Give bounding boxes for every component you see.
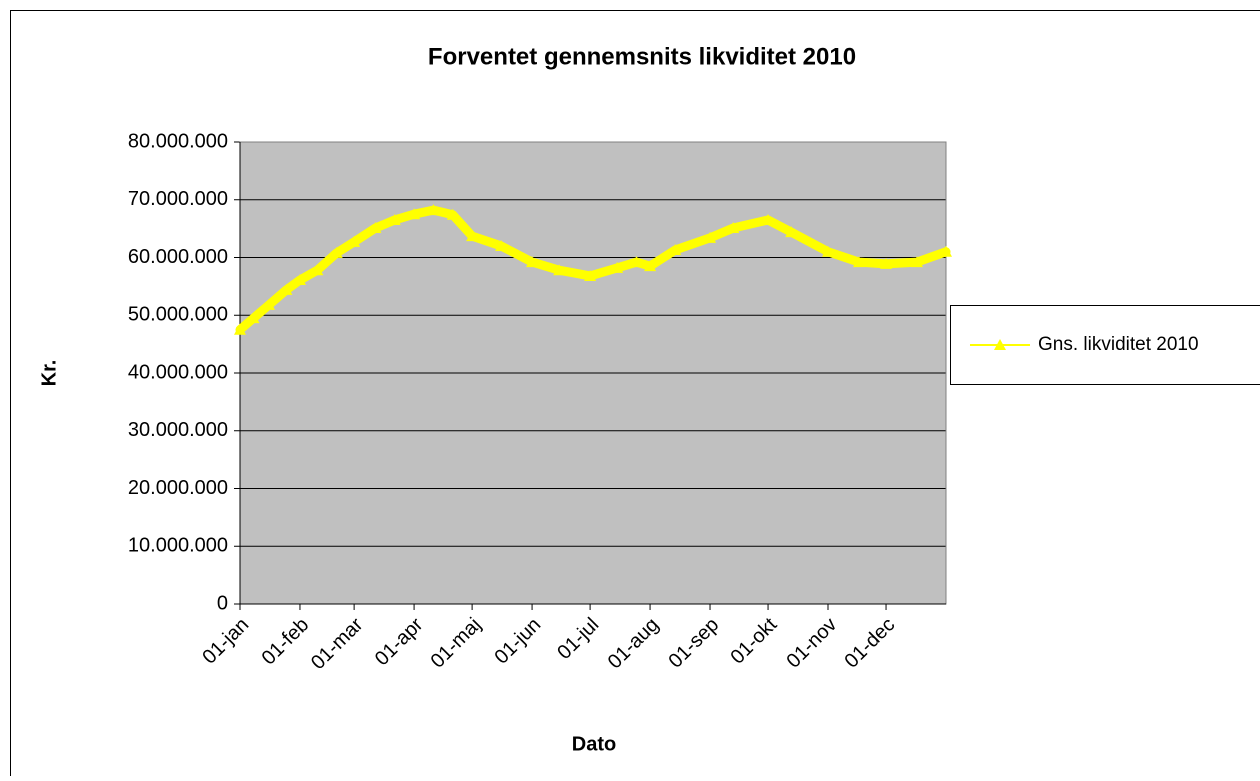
y-tick-label: 50.000.000 <box>128 304 228 326</box>
y-tick-label: 40.000.000 <box>128 361 228 383</box>
y-tick-label: 70.000.000 <box>128 188 228 210</box>
y-axis-label: Kr. <box>38 360 60 387</box>
y-tick-label: 20.000.000 <box>128 477 228 499</box>
chart-title: Forventet gennemsnits likviditet 2010 <box>428 43 856 70</box>
legend-label: Gns. likviditet 2010 <box>1038 334 1199 355</box>
x-axis-label: Dato <box>572 733 616 755</box>
y-tick-label: 10.000.000 <box>128 535 228 557</box>
y-tick-label: 80.000.000 <box>128 130 228 152</box>
y-tick-label: 30.000.000 <box>128 419 228 441</box>
y-tick-label: 0 <box>217 592 228 614</box>
y-tick-label: 60.000.000 <box>128 246 228 268</box>
